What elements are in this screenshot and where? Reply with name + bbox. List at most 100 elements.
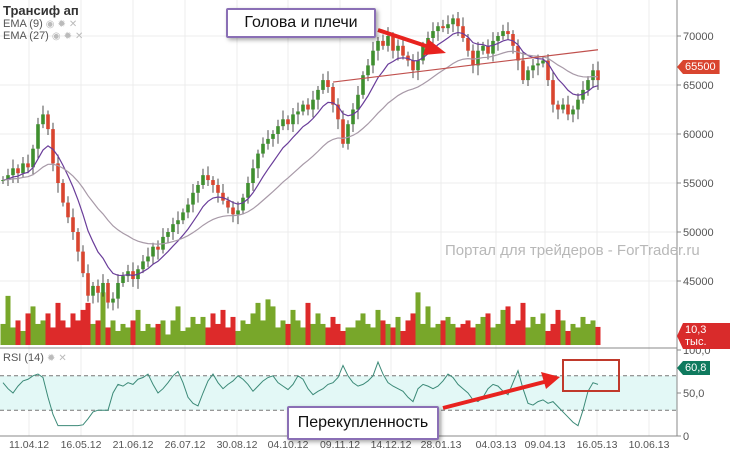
candle-body [256, 153, 260, 169]
volume-bar [575, 327, 581, 345]
gear-icon[interactable]: ✹ [63, 31, 72, 42]
candle-body [21, 163, 25, 174]
candle-body [116, 282, 120, 299]
volume-bar [390, 327, 396, 345]
candle-body [371, 50, 375, 66]
candle-body [491, 40, 495, 54]
axes: 70000 65000 60000 55000 50000 45000 11.04.12 16… [0, 0, 714, 451]
gear-icon[interactable]: ✹ [46, 353, 56, 364]
volume-bar [540, 313, 546, 345]
volume-bar [165, 334, 171, 345]
candle-body [181, 212, 185, 221]
overbought-arrow [442, 379, 549, 410]
eye-icon[interactable]: ◉ [45, 19, 55, 30]
current-volume-tag: 10,3 тыс. [677, 323, 730, 349]
candle-body [96, 285, 100, 293]
volume-bar [140, 330, 146, 345]
candle-body [486, 45, 490, 54]
volume-bar [265, 299, 271, 345]
volume-bar [285, 323, 291, 345]
candle-body [176, 220, 180, 225]
legend-ema9[interactable]: EMA (9) ◉ ✹ ✕ [3, 18, 78, 30]
volume-bar [180, 330, 186, 345]
candle-body [471, 50, 475, 66]
gear-icon[interactable]: ✹ [57, 19, 66, 30]
candle-body [81, 251, 85, 274]
candle-body [236, 210, 240, 215]
close-icon[interactable]: ✕ [68, 19, 78, 30]
legend-ema27[interactable]: EMA (27) ◉ ✹ ✕ [3, 30, 84, 42]
volume-bar [10, 327, 16, 345]
volume-bar [65, 327, 71, 345]
volume-bar [115, 330, 121, 345]
volume-bar [485, 313, 491, 345]
volume-bar [75, 320, 81, 345]
candle-body [241, 197, 245, 211]
candle-body [316, 89, 320, 100]
candle-body [386, 36, 390, 46]
candle-body [41, 114, 45, 125]
volume-bar [370, 327, 376, 345]
candle-body [436, 26, 440, 32]
candle-body [586, 80, 590, 90]
volume-bar [5, 295, 11, 345]
volume-bar [455, 327, 461, 345]
volume-bar [250, 313, 256, 345]
candle-body [196, 184, 200, 193]
candle-body [571, 109, 575, 115]
volume-bar [325, 327, 331, 345]
volume-bar [15, 320, 21, 345]
volume-bar [510, 323, 516, 345]
ema-line [2, 50, 599, 245]
volume-bar [315, 313, 321, 345]
close-icon[interactable]: ✕ [74, 31, 84, 42]
volume-bar [470, 327, 476, 345]
candle-body [221, 192, 225, 201]
volume-bar [585, 323, 591, 345]
volume-bar [570, 323, 576, 345]
candle-body [376, 40, 380, 51]
volume-bar [85, 302, 91, 345]
candle-body [581, 89, 585, 100]
volume-bar [275, 327, 281, 345]
volume-bar [340, 330, 346, 345]
rsi-legend[interactable]: RSI (14) ✹ ✕ [3, 352, 67, 364]
candle-body [141, 261, 145, 270]
close-icon[interactable]: ✕ [58, 353, 67, 364]
candle-body [556, 104, 560, 110]
volume-bar [560, 320, 566, 345]
eye-icon[interactable]: ◉ [51, 31, 61, 42]
rsi-tick-label: 50,0 [683, 388, 704, 400]
volume-bar [500, 309, 506, 345]
current-price-tag: 65500 [677, 60, 720, 74]
overbought-arrowhead [541, 372, 560, 389]
volume-bar [360, 313, 366, 345]
candle-body [191, 192, 195, 205]
volume-bar [150, 327, 156, 345]
x-tick-label: 09.04.13 [525, 439, 566, 451]
watermark: Портал для трейдеров - ForTrader.ru [445, 242, 700, 259]
candle-body [431, 31, 435, 38]
candle-body [516, 45, 520, 61]
candle-body [211, 180, 215, 185]
candle-body [596, 70, 600, 81]
volume-bar [405, 320, 411, 345]
volume-bar [35, 323, 41, 345]
neckline [332, 49, 599, 83]
pattern-arrow [377, 28, 433, 50]
volume-bar [310, 323, 316, 345]
candle-body [46, 114, 50, 130]
ema-line [2, 31, 599, 277]
x-tick-label: 28.01.13 [421, 439, 462, 451]
volume-bar [490, 327, 496, 345]
candle-body [286, 119, 290, 125]
volume-bar [335, 323, 341, 345]
candle-body [126, 271, 130, 277]
volume-bar [415, 292, 421, 345]
volume-bar [345, 327, 351, 345]
candle-body [411, 60, 415, 71]
volume-bar [225, 327, 231, 345]
volume-bar [535, 323, 541, 345]
x-tick-label: 14.12.12 [371, 439, 412, 451]
candle-body [396, 45, 400, 51]
